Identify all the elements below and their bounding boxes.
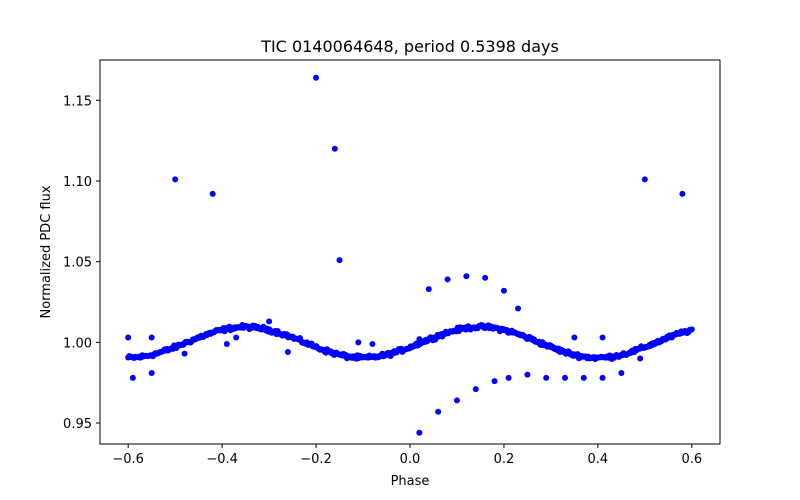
x-tick-label: 0.4 <box>588 452 609 467</box>
outlier-point <box>336 257 343 264</box>
outlier-point <box>562 374 568 381</box>
x-axis: −0.6 −0.4 −0.2 0.0 0.2 0.4 0.6 <box>112 444 702 467</box>
chart-title: TIC 0140064648, period 0.5398 days <box>260 37 559 56</box>
outlier-point <box>172 176 179 183</box>
outlier-point <box>472 386 479 393</box>
y-axis-label: Normalized PDC flux <box>39 185 54 318</box>
outlier-point <box>416 336 423 343</box>
y-tick-label: 1.05 <box>63 256 92 271</box>
outlier-point <box>181 350 188 357</box>
outlier-point <box>599 374 606 381</box>
y-tick-label: 1.15 <box>63 94 92 109</box>
outlier-point <box>416 429 423 436</box>
outlier-point <box>463 273 470 280</box>
outlier-point <box>543 374 550 381</box>
outlier-point <box>425 286 432 293</box>
x-tick-label: −0.6 <box>112 452 144 467</box>
x-axis-label: Phase <box>391 474 430 489</box>
outlier-point <box>453 397 460 404</box>
y-axis: 0.95 1.00 1.05 1.10 1.15 <box>63 94 100 432</box>
outlier-point <box>505 374 512 381</box>
outlier-point <box>618 370 625 377</box>
y-tick-label: 1.10 <box>63 175 92 190</box>
data-points-layer <box>125 74 695 436</box>
data-point <box>688 326 695 333</box>
x-tick-label: 0.2 <box>494 452 515 467</box>
outlier-point <box>209 190 216 197</box>
outlier-point <box>331 145 338 152</box>
outlier-point <box>313 74 320 81</box>
y-tick-label: 1.00 <box>63 336 92 351</box>
outlier-point <box>355 339 362 346</box>
outlier-point <box>233 334 240 341</box>
x-tick-label: 0.0 <box>400 452 421 467</box>
outlier-point <box>571 334 578 341</box>
y-tick-label: 0.95 <box>63 417 92 432</box>
outlier-point <box>223 340 230 347</box>
outlier-point <box>599 334 606 341</box>
outlier-point <box>491 378 498 385</box>
outlier-point <box>266 318 273 325</box>
x-tick-label: 0.6 <box>681 452 702 467</box>
outlier-point <box>435 408 442 415</box>
outlier-point <box>482 274 489 281</box>
outlier-point <box>524 371 531 378</box>
outlier-point <box>500 287 507 294</box>
outlier-point <box>125 334 132 341</box>
outlier-point <box>515 305 522 312</box>
outlier-point <box>580 374 587 381</box>
outlier-point <box>369 340 376 347</box>
x-tick-label: −0.4 <box>206 452 238 467</box>
outlier-point <box>148 334 155 341</box>
x-tick-label: −0.2 <box>300 452 332 467</box>
outlier-point <box>148 370 155 377</box>
outlier-point <box>637 355 644 362</box>
outlier-point <box>284 349 291 356</box>
outlier-point <box>444 276 451 283</box>
outlier-point <box>129 374 136 381</box>
outlier-point <box>679 190 686 197</box>
outlier-point <box>641 176 648 183</box>
